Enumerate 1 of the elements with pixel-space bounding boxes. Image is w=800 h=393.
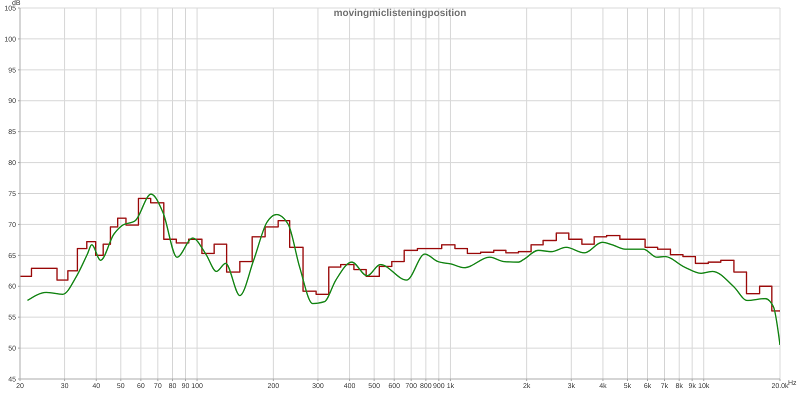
chart-title: movingmiclisteningposition <box>334 8 466 19</box>
